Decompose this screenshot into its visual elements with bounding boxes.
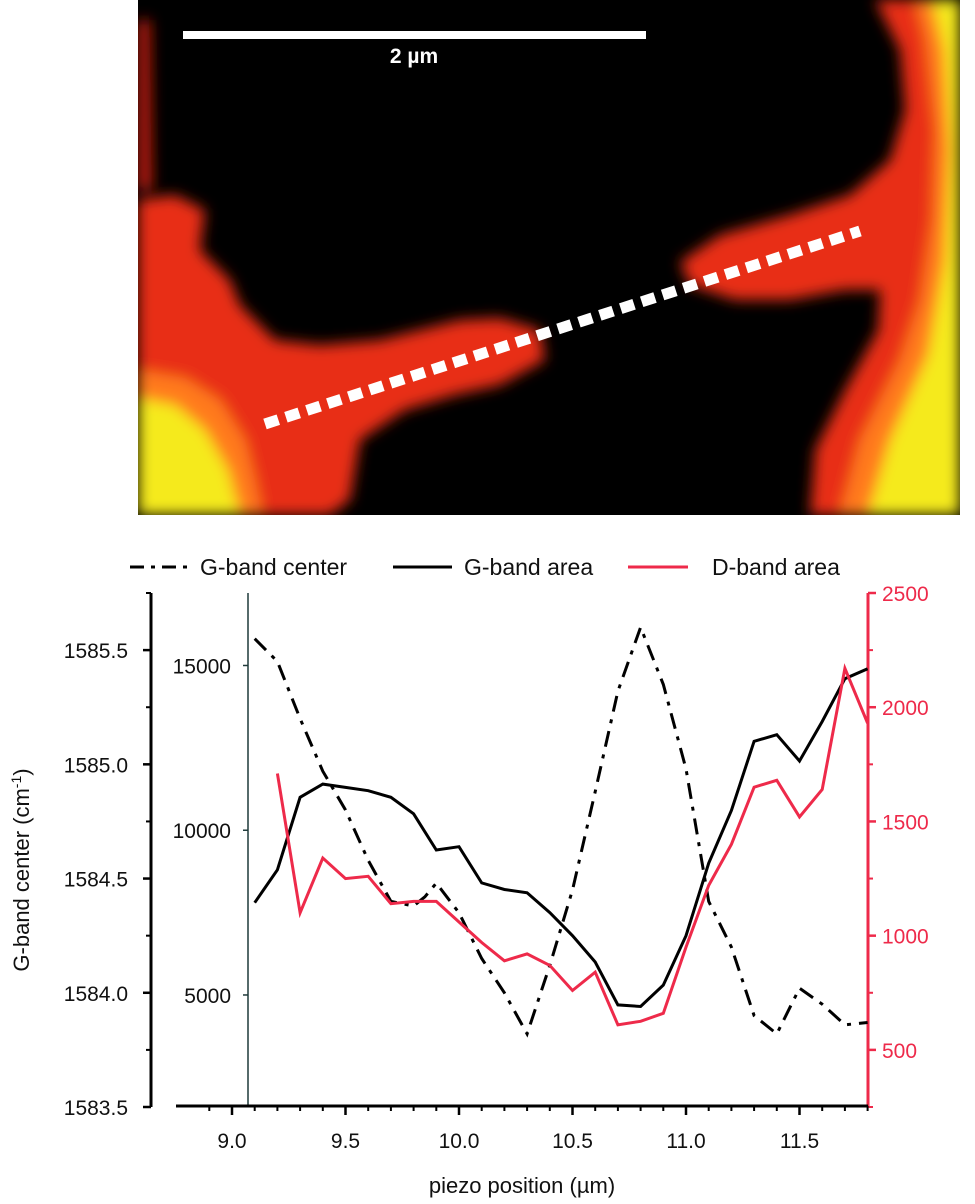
x-tick-label-4: 11.0: [666, 1130, 705, 1153]
right-axis: 500 1000 1500 2000 2500: [866, 583, 929, 1108]
raman-map: 2 µm: [138, 0, 960, 515]
inner-tick-label-0: 5000: [184, 985, 231, 1008]
inner-left-axis: 5000 10000 15000: [173, 593, 249, 1107]
left-axis-title: G-band center (cm-1): [8, 768, 34, 971]
left-edge-glow-yellow: [138, 398, 240, 515]
scale-bar-label: 2 µm: [390, 45, 438, 68]
x-tick-label-5: 11.5: [780, 1130, 819, 1153]
x-tick-label-3: 10.5: [552, 1130, 593, 1153]
x-axis-title: piezo position (µm): [429, 1173, 615, 1198]
left-tick-label-2: 1584.5: [64, 869, 128, 892]
series-g-band-area: [253, 667, 868, 1009]
right-tick-label-3: 2000: [882, 697, 929, 720]
right-edge-glow-yellow: [868, 0, 960, 515]
left-axis: 1583.5 1584.0 1584.5 1585.0 1585.5: [64, 592, 153, 1120]
x-tick-label-1: 9.5: [331, 1130, 360, 1153]
line-scan-path: [263, 225, 862, 430]
plot-area: [253, 623, 868, 1038]
inner-tick-label-2: 15000: [173, 655, 231, 678]
right-tick-label-1: 1000: [882, 926, 929, 949]
x-tick-label-0: 9.0: [217, 1130, 246, 1153]
legend-label-d-area: D-band area: [712, 554, 840, 580]
legend-label-g-area: G-band area: [464, 554, 593, 580]
right-tick-label-0: 500: [882, 1040, 917, 1063]
inner-tick-label-1: 10000: [173, 820, 231, 843]
left-top-strip: [138, 20, 152, 190]
x-tick-label-2: 10.0: [439, 1130, 480, 1153]
right-tick-label-2: 1500: [882, 811, 929, 834]
legend: G-band center G-band area D-band area: [130, 554, 840, 580]
left-tick-label-4: 1585.5: [64, 640, 128, 663]
left-tick-label-1: 1584.0: [64, 983, 128, 1006]
scale-bar: [183, 31, 646, 39]
left-tick-label-3: 1585.0: [64, 754, 128, 777]
right-tick-label-4: 2500: [882, 583, 929, 606]
series-d-band-area: [275, 663, 868, 1027]
series-g-band-center: [253, 623, 868, 1038]
x-axis: 9.0 9.5 10.0 10.5 11.0 11.5: [176, 1104, 869, 1153]
left-tick-label-0: 1583.5: [64, 1097, 128, 1120]
legend-label-g-center: G-band center: [200, 554, 347, 580]
